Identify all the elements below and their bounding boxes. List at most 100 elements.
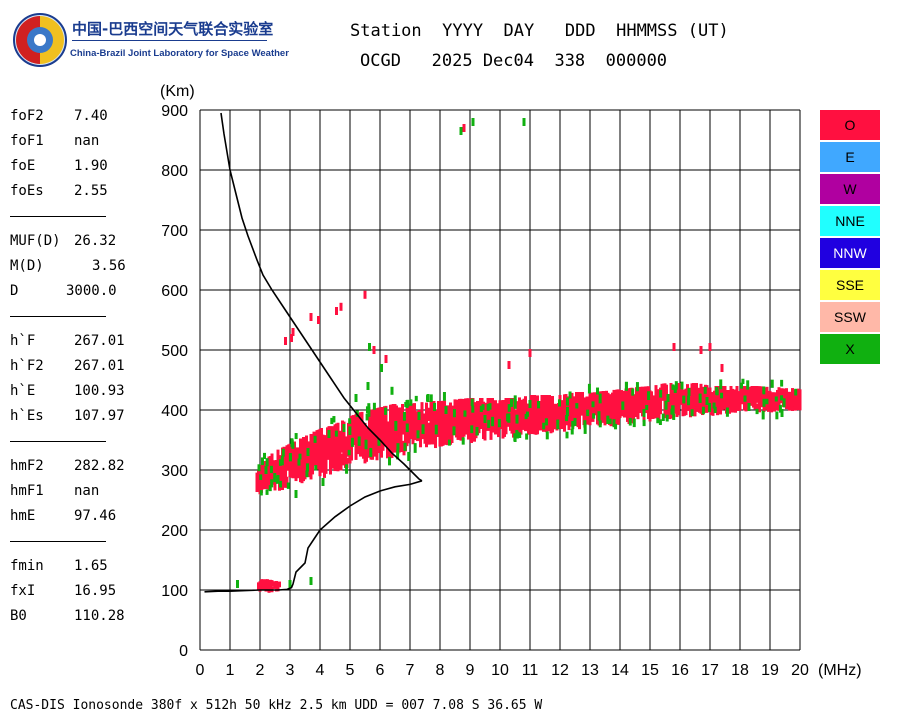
echo-mark: [423, 418, 427, 444]
legend-item-e: E: [820, 142, 880, 172]
echo-point: [380, 364, 383, 372]
echo-point: [612, 419, 616, 428]
echo-point: [264, 466, 268, 474]
echo-mark: [456, 425, 460, 440]
echo-mark: [414, 395, 418, 402]
echo-mark: [596, 387, 600, 395]
y-tick-label: 800: [161, 163, 188, 180]
x-tick-label: 17: [701, 662, 719, 679]
echo-mark: [565, 415, 569, 422]
echo-point: [762, 398, 766, 407]
x-tick-label: 13: [581, 662, 599, 679]
echo-mark: [669, 383, 673, 402]
electron-density-profile: [220, 112, 423, 482]
echo-mark: [703, 387, 707, 394]
echo-mark: [367, 403, 371, 412]
echo-mark: [665, 384, 668, 401]
x-tick-label: 0: [196, 662, 205, 679]
echo-mark: [608, 418, 612, 425]
echo-mark: [471, 405, 475, 413]
echo-point: [306, 448, 310, 456]
echo-point: [459, 127, 463, 135]
echo-mark: [453, 399, 457, 419]
y-tick-label: 400: [161, 403, 188, 420]
param-label: h`F2: [10, 358, 44, 374]
echo-mark: [413, 443, 417, 453]
echo-mark: [658, 419, 662, 425]
echo-point: [666, 394, 670, 402]
echo-point: [339, 302, 343, 311]
echo-mark: [545, 431, 549, 440]
echo-mark: [357, 436, 361, 446]
x-tick-label: 9: [466, 662, 475, 679]
echo-mark: [635, 382, 639, 392]
echo-mark: [632, 418, 636, 428]
param-separator: [10, 541, 106, 542]
x-tick-label: 10: [491, 662, 509, 679]
echo-mark: [278, 480, 282, 488]
echo-mark: [664, 400, 668, 410]
param-value: 3000.0: [66, 283, 117, 299]
echo-mark: [794, 389, 797, 403]
echo-mark: [782, 398, 786, 408]
echo-mark: [409, 399, 413, 406]
echo-mark: [434, 426, 437, 449]
echo-mark: [568, 391, 572, 399]
echo-point: [288, 580, 292, 588]
legend-item-o: O: [820, 110, 880, 140]
echo-mark: [741, 378, 745, 385]
param-value: 267.01: [74, 358, 125, 374]
echo-point: [672, 343, 676, 351]
param-value: 26.32: [74, 233, 117, 249]
echo-mark: [515, 430, 519, 438]
y-tick-label: 100: [161, 583, 188, 600]
echo-mark: [504, 420, 508, 435]
echo-mark: [628, 417, 632, 426]
lab-logo-emblem-icon: [13, 13, 67, 67]
param-label: h`E: [10, 383, 36, 399]
echo-mark: [396, 449, 400, 460]
echo-mark: [606, 415, 610, 424]
x-tick-label: 2: [256, 662, 265, 679]
param-label: MUF(D): [10, 233, 61, 249]
param-label: h`F: [10, 333, 36, 349]
echo-point: [342, 424, 346, 432]
param-separator: [10, 216, 106, 217]
echo-mark: [671, 405, 675, 414]
echo-mark: [284, 462, 287, 488]
echo-mark: [761, 410, 765, 420]
x-tick-label: 18: [731, 662, 749, 679]
echo-mark: [313, 435, 317, 443]
echo-mark: [518, 432, 522, 439]
echo-mark: [442, 392, 446, 401]
echo-mark: [795, 398, 799, 411]
echo-mark: [406, 399, 410, 407]
echo-mark: [617, 414, 620, 425]
echo-mark: [765, 398, 769, 405]
echo-mark: [450, 427, 454, 444]
echo-mark: [665, 414, 669, 422]
echo-mark: [671, 384, 675, 390]
y-tick-label: 900: [161, 103, 188, 120]
echo-mark: [354, 443, 358, 460]
echo-mark: [661, 413, 665, 421]
param-label: D: [10, 283, 19, 299]
param-value: 1.90: [74, 158, 108, 174]
echo-mark: [452, 426, 456, 436]
echo-mark: [656, 417, 660, 424]
echo-mark: [396, 443, 400, 450]
echo-mark: [259, 490, 263, 496]
echo-mark: [744, 404, 748, 412]
echo-point: [309, 577, 313, 585]
param-label: hmE: [10, 508, 36, 524]
echo-mark: [463, 410, 467, 417]
echo-mark: [725, 407, 729, 417]
echo-point: [462, 124, 466, 132]
echo-mark: [713, 406, 717, 414]
echo-mark: [657, 408, 661, 420]
echo-mark: [571, 420, 575, 430]
echo-mark: [598, 393, 602, 404]
param-value: 1.65: [74, 558, 108, 574]
legend-item-sse: SSE: [820, 270, 880, 300]
